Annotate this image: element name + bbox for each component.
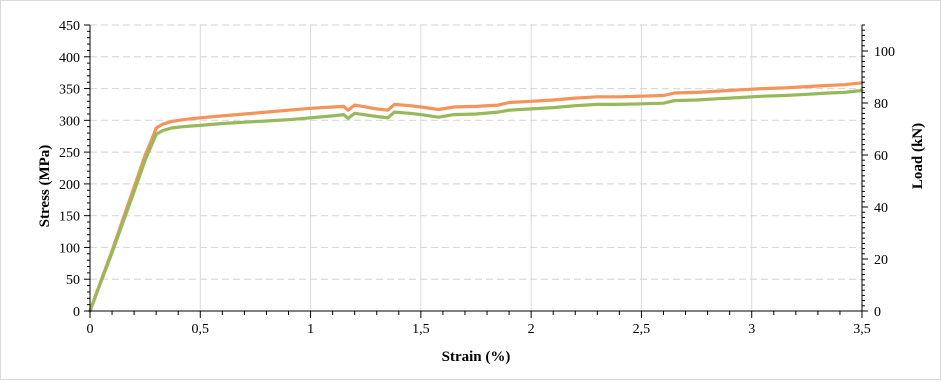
y-tick-label: 450 bbox=[59, 19, 80, 34]
y2-tick-label: 20 bbox=[874, 253, 888, 268]
y-tick-label: 250 bbox=[59, 146, 80, 161]
series-lines bbox=[88, 81, 864, 313]
y-tick-label: 150 bbox=[59, 210, 80, 225]
x-tick-label: 2,5 bbox=[633, 322, 651, 337]
y2-tick-label: 100 bbox=[874, 45, 895, 60]
x-tick-label: 1 bbox=[307, 322, 314, 337]
x-axis-title: Strain (%) bbox=[442, 349, 511, 365]
x-tick-label: 1,5 bbox=[412, 322, 430, 337]
y-tick-label: 200 bbox=[59, 178, 80, 193]
x-tick-label: 3 bbox=[748, 322, 755, 337]
y2-tick-label: 0 bbox=[874, 305, 881, 320]
series-line-2 bbox=[88, 88, 864, 313]
y2-tick-label: 80 bbox=[874, 97, 888, 112]
y2-tick-label: 60 bbox=[874, 149, 888, 164]
y-axis-title: Stress (MPa) bbox=[37, 145, 53, 228]
y-tick-label: 350 bbox=[59, 83, 80, 98]
axes bbox=[84, 24, 868, 318]
grid bbox=[90, 24, 862, 311]
x-tick-label: 3,5 bbox=[853, 322, 871, 337]
y2-axis-title: Load (kN) bbox=[910, 123, 926, 189]
series-line-1 bbox=[88, 81, 864, 313]
tick-labels: 0 0,5 1 1,5 2 2,5 3 3,5050100150200250300350400… bbox=[59, 19, 895, 337]
x-tick-label: 0,5 bbox=[192, 322, 210, 337]
y-tick-label: 0 bbox=[73, 305, 80, 320]
y-tick-label: 300 bbox=[59, 114, 80, 129]
x-tick-label: 0 bbox=[87, 322, 94, 337]
y-tick-label: 100 bbox=[59, 241, 80, 256]
x-tick-label: 2 bbox=[528, 322, 535, 337]
y2-tick-label: 40 bbox=[874, 201, 888, 216]
y-tick-label: 400 bbox=[59, 51, 80, 66]
y-tick-label: 50 bbox=[66, 273, 80, 288]
